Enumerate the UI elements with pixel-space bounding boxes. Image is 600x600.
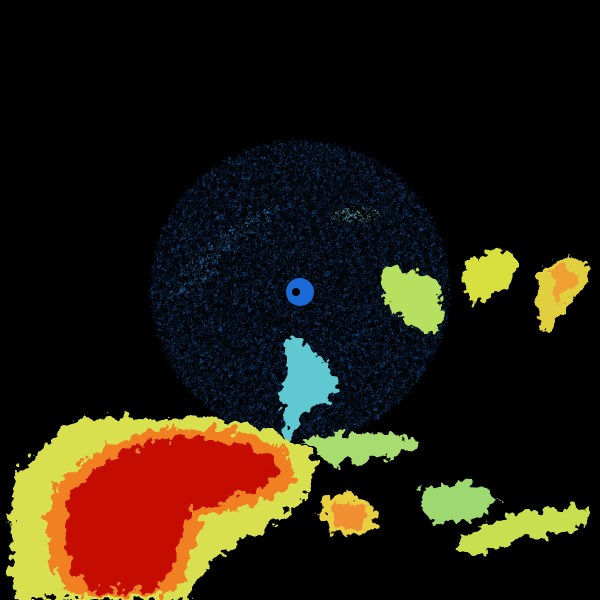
clutter-streak [159,266,221,304]
echo [550,266,580,300]
echo [460,252,520,300]
echo [460,508,590,554]
clutter [330,207,380,223]
echoes-heavy [65,437,276,590]
echo [300,432,420,465]
echo [420,482,500,523]
radar-site [292,288,300,296]
clutter-streak [180,204,280,276]
echo [281,337,338,440]
echo [330,503,370,529]
echo [380,267,444,335]
echo [65,437,276,590]
